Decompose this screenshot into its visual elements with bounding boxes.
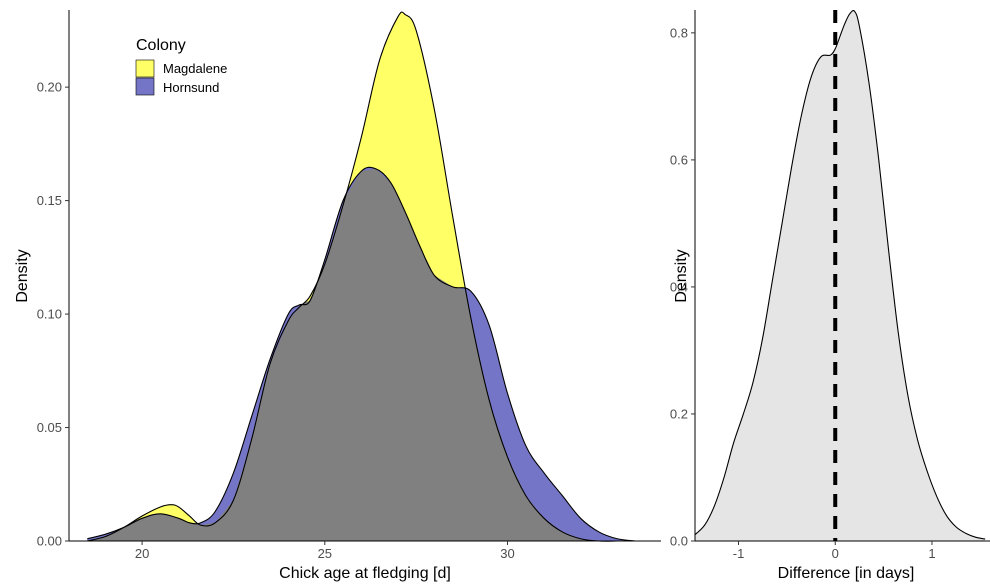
left-x-tick-label: 20 [135,546,149,561]
right-y-tick-label: 0.2 [670,406,688,421]
left-y-tick-label: 0.05 [37,420,62,435]
legend-label-hornsund: Hornsund [163,80,219,95]
left-y-tick-label: 0.00 [37,534,62,549]
left-x-tick-label: 30 [500,546,514,561]
left-y-tick-label: 0.10 [37,307,62,322]
left-y-tick-label: 0.20 [37,80,62,95]
right-y-axis-title: Density [673,249,690,302]
right-y-tick-label: 0.4 [670,279,688,294]
left-panel: 20 25 30 0.00 0.05 0.10 0.15 0.20 Chick age at … [14,10,661,582]
right-area-density [695,10,986,542]
legend: Colony Magdalene Hornsund [135,37,227,96]
right-y-tick-label: 0.6 [670,152,688,167]
legend-title: Colony [136,37,186,54]
legend-swatch-magdalene [135,59,155,78]
right-panel: -1 0 1 0.0 0.2 0.4 0.6 0.8 Difference [in days]… [670,10,990,582]
right-x-axis-title: Difference [in days] [778,565,915,582]
left-overlap-area [87,168,618,541]
right-x-tick-label: -1 [733,546,745,561]
legend-swatch-hornsund [135,77,155,96]
left-x-tick-label: 25 [318,546,332,561]
right-y-tick-label: 0.0 [670,534,688,549]
left-x-axis-title: Chick age at fledging [d] [279,565,451,582]
right-outline-density [695,10,986,540]
right-x-tick-label: 0 [832,546,839,561]
right-plot-area [695,10,986,542]
right-axes: -1 0 1 0.0 0.2 0.4 0.6 0.8 [670,10,990,561]
left-outline-magdalene [87,11,618,542]
right-y-tick-label: 0.8 [670,25,688,40]
legend-label-magdalene: Magdalene [163,61,227,76]
right-x-tick-label: 1 [928,546,935,561]
left-plot-area [87,11,636,542]
left-y-axis-title: Density [14,249,31,302]
left-y-tick-label: 0.15 [37,193,62,208]
left-outline-hornsund [87,166,636,542]
left-axes: 20 25 30 0.00 0.05 0.10 0.15 0.20 [37,10,661,561]
